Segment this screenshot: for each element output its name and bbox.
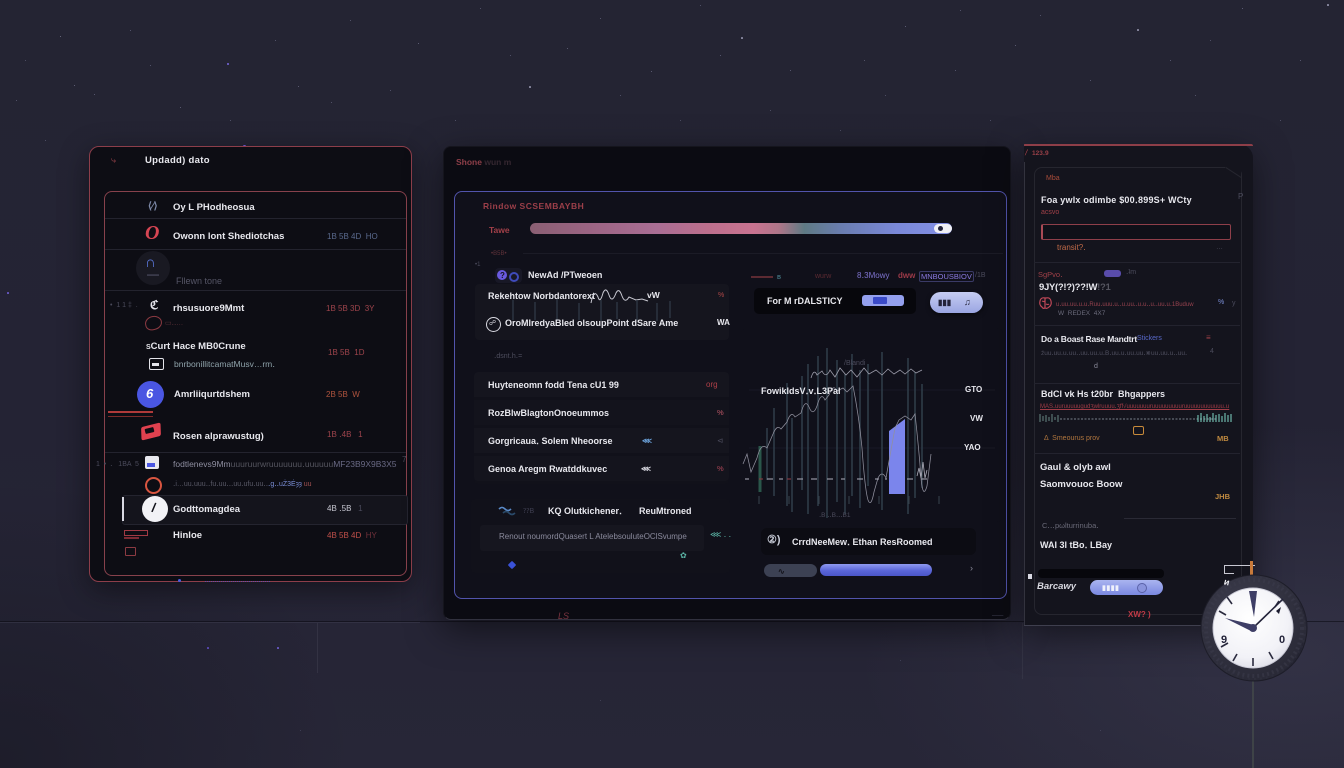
svg-text:9: 9 (1221, 634, 1227, 646)
svg-text:0: 0 (1279, 634, 1285, 646)
